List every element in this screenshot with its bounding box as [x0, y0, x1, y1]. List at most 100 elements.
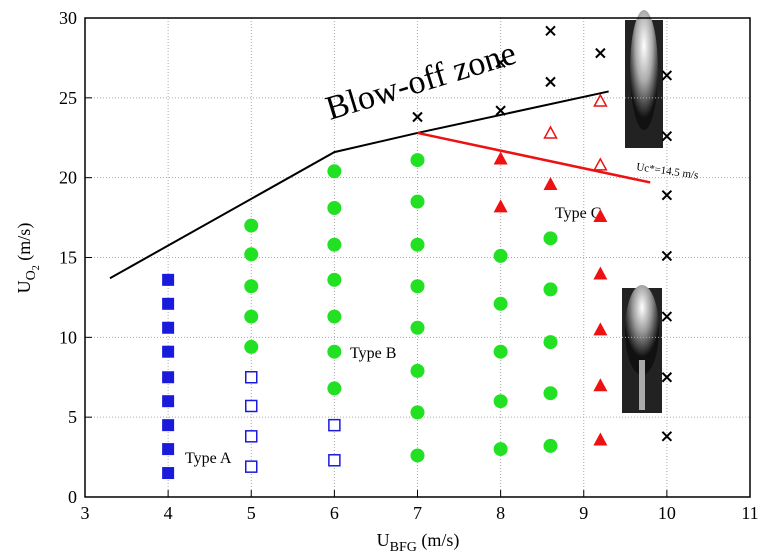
- x-axis-label: UBFG (m/s): [377, 530, 460, 552]
- circle-marker: [493, 248, 508, 263]
- square-marker: [162, 297, 175, 310]
- circle-marker: [327, 381, 342, 396]
- y-label-main: U: [14, 280, 34, 293]
- circle-marker: [493, 442, 508, 457]
- cross-marker: [661, 431, 673, 442]
- square-marker: [245, 399, 258, 413]
- x-tick-label: 11: [741, 503, 758, 523]
- triangle-marker: [593, 322, 608, 336]
- square-marker: [328, 418, 341, 432]
- circle-marker: [327, 201, 342, 216]
- triangle-marker: [593, 432, 608, 446]
- circle-marker: [244, 218, 259, 233]
- circle-marker: [410, 448, 425, 463]
- circle-marker: [543, 282, 558, 297]
- y-tick-label: 5: [68, 407, 77, 427]
- y-label-unit: (m/s): [14, 223, 35, 266]
- circle-marker: [543, 231, 558, 246]
- flame-glow: [630, 10, 658, 130]
- triangle-marker: [493, 151, 508, 165]
- cross-marker: [412, 111, 423, 123]
- y-label-sub: O: [24, 270, 39, 280]
- circle-marker: [493, 344, 508, 359]
- circle-marker: [493, 296, 508, 311]
- y-axis-label: UO2 (m/s): [14, 223, 42, 294]
- x-tick-label: 9: [579, 503, 588, 523]
- flame-stem: [639, 360, 645, 410]
- x-tick-label: 10: [658, 503, 676, 523]
- cross-marker: [661, 70, 673, 81]
- x-label-unit: (m/s): [417, 530, 460, 551]
- circle-marker: [410, 194, 425, 209]
- x-tick-label: 5: [247, 503, 256, 523]
- y-tick-label: 0: [68, 487, 77, 507]
- circle-marker: [410, 320, 425, 335]
- x-label-sub: BFG: [390, 540, 417, 552]
- triangle-marker: [493, 199, 508, 213]
- x-tick-label: 7: [413, 503, 422, 523]
- circle-marker: [493, 394, 508, 409]
- triangle-marker: [543, 125, 558, 139]
- square-marker: [162, 321, 175, 334]
- triangle-marker: [543, 177, 558, 191]
- y-tick-label: 15: [59, 248, 77, 268]
- triangle-marker: [593, 266, 608, 280]
- circle-marker: [327, 309, 342, 324]
- circle-marker: [410, 363, 425, 378]
- circle-marker: [327, 344, 342, 359]
- y-label-subsub: 2: [31, 265, 42, 270]
- square-marker: [162, 371, 175, 384]
- cross-marker: [545, 25, 556, 36]
- cross-marker: [661, 130, 673, 142]
- square-marker: [245, 460, 258, 473]
- circle-marker: [244, 339, 259, 354]
- square-marker: [162, 345, 175, 358]
- circle-marker: [543, 438, 558, 453]
- y-tick-label: 30: [59, 8, 77, 28]
- triangle-marker: [593, 378, 608, 392]
- square-marker: [162, 443, 175, 456]
- square-marker: [162, 467, 175, 480]
- cross-marker: [661, 372, 673, 383]
- triangle-marker: [593, 157, 608, 171]
- x-tick-label: 6: [330, 503, 339, 523]
- cross-marker: [661, 190, 673, 201]
- x-tick-label: 8: [496, 503, 505, 523]
- x-label-main: U: [377, 530, 390, 550]
- square-marker: [245, 430, 258, 443]
- circle-marker: [327, 164, 342, 179]
- circle-marker: [410, 153, 425, 168]
- cross-marker: [661, 311, 673, 322]
- boundary-line: [417, 131, 651, 184]
- circle-marker: [543, 386, 558, 401]
- square-marker: [162, 273, 175, 286]
- x-tick-label: 4: [164, 503, 173, 523]
- annotation: Uc*=14.5 m/s: [636, 161, 699, 182]
- annotation: Type A: [185, 450, 232, 467]
- square-marker: [162, 395, 175, 408]
- circle-marker: [327, 237, 342, 252]
- boundary-line: [109, 90, 609, 280]
- cross-marker: [545, 76, 556, 88]
- square-marker: [245, 371, 258, 384]
- triangle-marker: [593, 93, 608, 107]
- circle-marker: [410, 237, 425, 252]
- y-tick-label: 10: [59, 327, 77, 347]
- circle-marker: [244, 279, 259, 294]
- square-marker: [328, 454, 341, 467]
- triangle-marker: [593, 208, 608, 222]
- cross-marker: [595, 47, 606, 59]
- x-tick-label: 3: [81, 503, 90, 523]
- circle-marker: [410, 405, 425, 420]
- cross-marker: [661, 250, 673, 262]
- flame-glow: [625, 285, 659, 375]
- y-tick-label: 20: [59, 168, 77, 188]
- circle-marker: [244, 309, 259, 324]
- square-marker: [162, 419, 175, 432]
- annotation: Type B: [350, 345, 396, 362]
- circle-marker: [543, 335, 558, 350]
- circle-marker: [410, 279, 425, 294]
- circle-marker: [244, 247, 259, 262]
- annotation: Type C: [555, 205, 601, 222]
